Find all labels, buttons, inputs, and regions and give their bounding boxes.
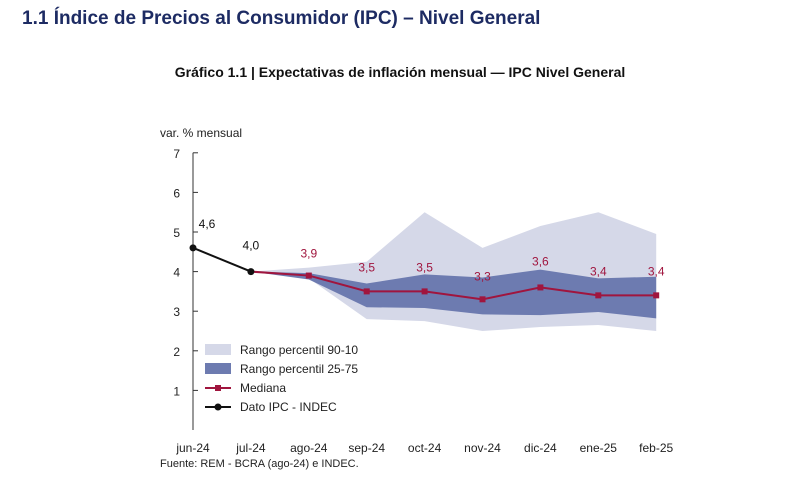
band-p25-75: [250, 269, 657, 319]
x-tick-label: ene-25: [580, 441, 618, 455]
y-tick-label: 5: [173, 226, 180, 240]
source-note: Fuente: REM - BCRA (ago-24) e INDEC.: [160, 458, 359, 470]
x-tick-label: nov-24: [464, 441, 501, 455]
legend-marker-dato: [214, 403, 222, 411]
y-axis-label: var. % mensual: [160, 126, 242, 140]
dato-data-label: 4,0: [243, 239, 260, 253]
x-tick-label: ago-24: [290, 441, 328, 455]
legend-swatch-p90-10: [205, 344, 231, 355]
section-title: 1.1 Índice de Precios al Consumidor (IPC…: [22, 8, 541, 29]
mediana-data-label: 3,3: [474, 269, 491, 283]
mediana-point: [595, 292, 602, 299]
mediana-point: [479, 296, 486, 303]
legend-marker-mediana: [215, 385, 221, 391]
mediana-data-label: 3,6: [532, 254, 549, 268]
x-tick-label: feb-25: [639, 441, 673, 455]
y-tick-label: 1: [173, 384, 180, 398]
y-tick-label: 7: [173, 147, 180, 161]
mediana-data-label: 3,4: [590, 264, 607, 278]
mediana-point: [421, 288, 428, 295]
dato-point: [189, 244, 197, 252]
y-tick-label: 6: [173, 186, 180, 200]
x-tick-label: oct-24: [408, 441, 442, 455]
mediana-point: [363, 288, 370, 295]
legend-label: Rango percentil 25-75: [240, 362, 358, 376]
x-tick-label: jun-24: [175, 441, 210, 455]
mediana-data-label: 3,5: [416, 260, 433, 274]
x-tick-label: dic-24: [524, 441, 557, 455]
mediana-point: [653, 292, 660, 299]
x-tick-label: sep-24: [348, 441, 385, 455]
dato-point: [247, 268, 255, 276]
y-tick-label: 3: [173, 305, 180, 319]
chart-title: Gráfico 1.1 | Expectativas de inflación …: [174, 64, 626, 80]
dato-data-label: 4,6: [199, 217, 216, 231]
y-tick-label: 2: [173, 345, 180, 359]
mediana-point: [305, 272, 312, 279]
legend-swatch-p25-75: [205, 363, 231, 374]
mediana-data-label: 3,9: [300, 247, 317, 261]
legend-label: Dato IPC - INDEC: [240, 400, 337, 414]
mediana-point: [537, 284, 544, 291]
legend-label: Rango percentil 90-10: [240, 343, 358, 357]
legend-label: Mediana: [240, 381, 286, 395]
mediana-data-label: 3,5: [358, 260, 375, 274]
mediana-line: [250, 270, 657, 301]
dato-line: [192, 246, 252, 273]
y-tick-label: 4: [173, 266, 180, 280]
x-tick-label: jul-24: [235, 441, 266, 455]
mediana-data-label: 3,4: [648, 264, 665, 278]
